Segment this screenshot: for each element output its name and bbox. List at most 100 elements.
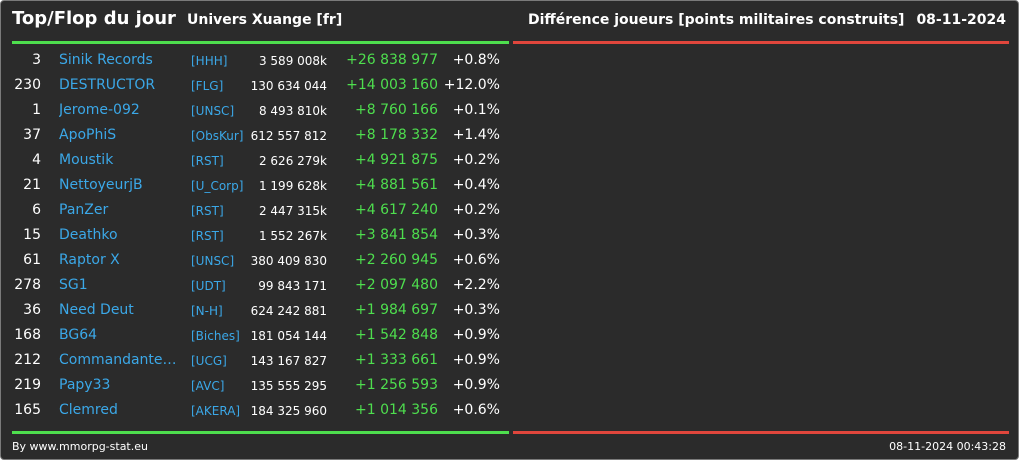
points-difference: +1 014 356 [355, 402, 438, 418]
alliance-tag-link[interactable]: [AKERA] [191, 404, 241, 418]
ranking-subtitle: Différence joueurs [points militaires co… [528, 12, 1006, 28]
player-name-link[interactable]: Commandante ... [59, 352, 179, 368]
player-name-link[interactable]: PanZer [59, 202, 109, 218]
percent-change: +0.9% [452, 327, 500, 343]
player-name-link[interactable]: ApoPhiS [59, 127, 117, 143]
alliance-tag-link[interactable]: [UCG] [191, 354, 227, 368]
alliance-tag-link[interactable]: [N-H] [191, 304, 223, 318]
percent-change: +0.3% [452, 227, 500, 243]
player-rank: 1 [32, 102, 41, 118]
ranking-date: 08-11-2024 [916, 12, 1006, 28]
player-points: 99 843 171 [258, 279, 327, 293]
alliance-tag-link[interactable]: [UNSC] [191, 254, 235, 268]
player-name-link[interactable]: Papy33 [59, 377, 111, 393]
points-difference: +1 984 697 [355, 302, 438, 318]
player-name-link[interactable]: Raptor X [59, 252, 120, 268]
player-row: 15 Deathko [RST] 1 552 267k +3 841 854 +0.3% [1, 223, 511, 248]
alliance-tag-link[interactable]: [HHH] [191, 54, 228, 68]
player-rank: 219 [14, 377, 41, 393]
percent-change: +0.9% [452, 377, 500, 393]
top-divider-left [12, 41, 509, 44]
player-rank: 3 [32, 52, 41, 68]
percent-change: +0.9% [452, 352, 500, 368]
player-row: 165 Clemred [AKERA] 184 325 960 +1 014 356 +0… [1, 398, 511, 423]
player-points: 624 242 881 [250, 304, 327, 318]
player-rank: 36 [23, 302, 41, 318]
percent-change: +0.8% [452, 52, 500, 68]
player-name-link[interactable]: Deathko [59, 227, 118, 243]
player-points: 612 557 812 [250, 129, 327, 143]
alliance-tag-link[interactable]: [ObsKur] [191, 129, 244, 143]
points-difference: +26 838 977 [346, 52, 438, 68]
alliance-tag-link[interactable]: [RST] [191, 229, 224, 243]
player-row: 212 Commandante ... [UCG] 143 167 827 +1 333… [1, 348, 511, 373]
alliance-tag-link[interactable]: [FLG] [191, 79, 224, 93]
generated-timestamp: 08-11-2024 00:43:28 [889, 440, 1006, 453]
percent-change: +2.2% [452, 277, 500, 293]
alliance-tag-link[interactable]: [RST] [191, 204, 224, 218]
player-rank: 61 [23, 252, 41, 268]
player-points: 135 555 295 [250, 379, 327, 393]
alliance-tag-link[interactable]: [AVC] [191, 379, 225, 393]
percent-change: +0.1% [452, 102, 500, 118]
player-rank: 21 [23, 177, 41, 193]
player-name-link[interactable]: Jerome-092 [59, 102, 140, 118]
player-points: 380 409 830 [250, 254, 327, 268]
player-rank: 37 [23, 127, 41, 143]
player-points: 2 447 315k [258, 204, 327, 218]
player-row: 4 Moustik [RST] 2 626 279k +4 921 875 +0.2% [1, 148, 511, 173]
page-title: Top/Flop du jour [12, 8, 176, 29]
player-points: 181 054 144 [250, 329, 327, 343]
percent-change: +0.3% [452, 302, 500, 318]
alliance-tag-link[interactable]: [UNSC] [191, 104, 235, 118]
top-players-list: 3 Sinik Records [HHH] 3 589 008k +26 838 977… [1, 48, 511, 423]
points-difference: +1 333 661 [355, 352, 438, 368]
percent-change: +0.2% [452, 152, 500, 168]
player-row: 6 PanZer [RST] 2 447 315k +4 617 240 +0.2% [1, 198, 511, 223]
points-difference: +3 841 854 [355, 227, 438, 243]
player-row: 230 DESTRUCTOR [FLG] 130 634 044 +14 003 160… [1, 73, 511, 98]
bottom-divider-left [12, 431, 509, 434]
percent-change: +12.0% [443, 77, 500, 93]
player-points: 8 493 810k [258, 104, 327, 118]
server-name: Univers Xuange [fr] [187, 12, 343, 28]
points-difference: +4 881 561 [355, 177, 438, 193]
player-points: 1 552 267k [258, 229, 327, 243]
player-row: 36 Need Deut [N-H] 624 242 881 +1 984 697 +0.… [1, 298, 511, 323]
player-name-link[interactable]: Sinik Records [59, 52, 153, 68]
alliance-tag-link[interactable]: [RST] [191, 154, 224, 168]
points-difference: +1 542 848 [355, 327, 438, 343]
player-rank: 168 [14, 327, 41, 343]
points-difference: +8 178 332 [355, 127, 438, 143]
player-points: 184 325 960 [250, 404, 327, 418]
percent-change: +0.6% [452, 402, 500, 418]
player-rank: 6 [32, 202, 41, 218]
player-points: 2 626 279k [258, 154, 327, 168]
alliance-tag-link[interactable]: [UDT] [191, 279, 226, 293]
player-rank: 165 [14, 402, 41, 418]
alliance-tag-link[interactable]: [U_Corp] [191, 179, 244, 193]
player-name-link[interactable]: NettoyeurjB [59, 177, 143, 193]
player-points: 1 199 628k [258, 179, 327, 193]
player-row: 278 SG1 [UDT] 99 843 171 +2 097 480 +2.2% [1, 273, 511, 298]
points-difference: +8 760 166 [355, 102, 438, 118]
player-rank: 4 [32, 152, 41, 168]
points-difference: +4 617 240 [355, 202, 438, 218]
player-points: 3 589 008k [258, 54, 327, 68]
flop-divider-top [513, 41, 1009, 44]
player-row: 21 NettoyeurjB [U_Corp] 1 199 628k +4 881 56… [1, 173, 511, 198]
points-difference: +4 921 875 [355, 152, 438, 168]
alliance-tag-link[interactable]: [Biches] [191, 329, 240, 343]
player-name-link[interactable]: BG64 [59, 327, 98, 343]
player-name-link[interactable]: Moustik [59, 152, 114, 168]
player-points: 130 634 044 [250, 79, 327, 93]
ranking-type: Différence joueurs [points militaires co… [527, 12, 905, 28]
player-name-link[interactable]: DESTRUCTOR [59, 77, 156, 93]
player-name-link[interactable]: Need Deut [59, 302, 134, 318]
player-name-link[interactable]: Clemred [59, 402, 118, 418]
points-difference: +2 097 480 [355, 277, 438, 293]
player-row: 1 Jerome-092 [UNSC] 8 493 810k +8 760 166 +0.… [1, 98, 511, 123]
player-name-link[interactable]: SG1 [59, 277, 88, 293]
player-points: 143 167 827 [250, 354, 327, 368]
